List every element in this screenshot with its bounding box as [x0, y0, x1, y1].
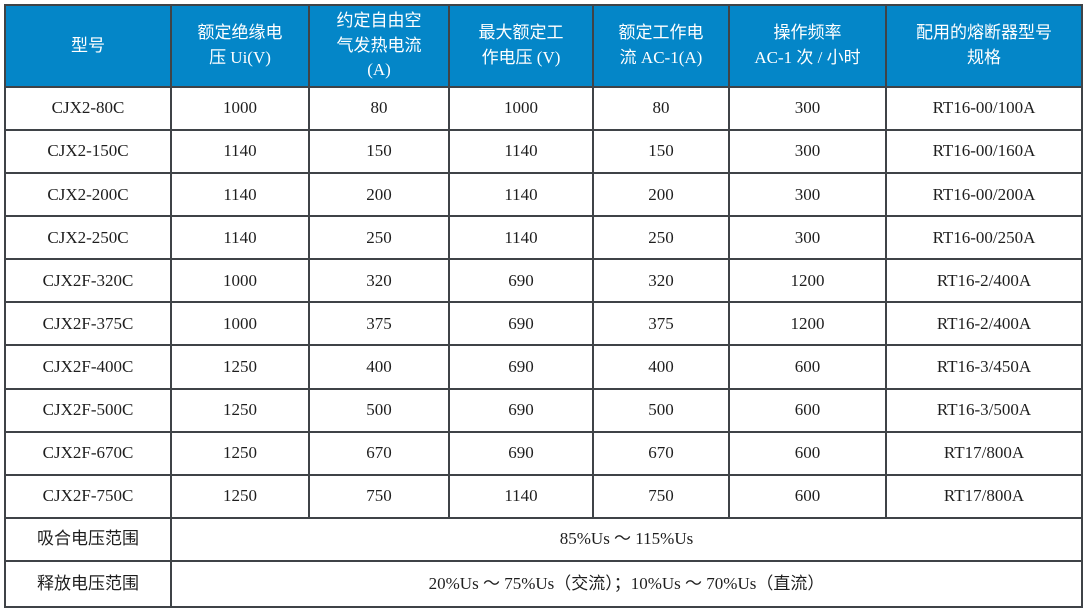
- table-row: CJX2F-400C 1250 400 690 400 600 RT16-3/4…: [4, 344, 1083, 390]
- cell-fuse-spec: RT16-00/250A: [885, 215, 1083, 261]
- cell-max-working-voltage: 1140: [448, 215, 594, 261]
- cell-model: CJX2F-670C: [4, 430, 172, 476]
- table-row: CJX2F-750C 1250 750 1140 750 600 RT17/80…: [4, 473, 1083, 519]
- table-row: CJX2-250C 1140 250 1140 250 300 RT16-00/…: [4, 215, 1083, 261]
- cell-rated-current: 750: [592, 473, 730, 519]
- cell-model: CJX2-200C: [4, 172, 172, 218]
- cell-fuse-spec: RT16-00/200A: [885, 172, 1083, 218]
- cell-operating-frequency: 600: [728, 430, 887, 476]
- cell-insulation-voltage: 1000: [170, 85, 310, 132]
- cell-insulation-voltage: 1000: [170, 301, 310, 347]
- cell-fuse-spec: RT16-2/400A: [885, 301, 1083, 347]
- cell-thermal-current: 400: [308, 344, 450, 390]
- cell-insulation-voltage: 1140: [170, 129, 310, 175]
- cell-operating-frequency: 300: [728, 129, 887, 175]
- cell-max-working-voltage: 690: [448, 258, 594, 304]
- pickup-voltage-label: 吸合电压范围: [4, 516, 172, 562]
- cell-max-working-voltage: 690: [448, 301, 594, 347]
- cell-rated-current: 500: [592, 387, 730, 433]
- cell-rated-current: 320: [592, 258, 730, 304]
- cell-thermal-current: 375: [308, 301, 450, 347]
- cell-operating-frequency: 1200: [728, 301, 887, 347]
- cell-model: CJX2F-400C: [4, 344, 172, 390]
- cell-operating-frequency: 600: [728, 344, 887, 390]
- cell-max-working-voltage: 1140: [448, 172, 594, 218]
- cell-rated-current: 400: [592, 344, 730, 390]
- cell-insulation-voltage: 1250: [170, 387, 310, 433]
- cell-operating-frequency: 300: [728, 215, 887, 261]
- pickup-voltage-row: 吸合电压范围 85%Us ～ 115%Us: [4, 516, 1083, 562]
- col-header-operating-frequency: 操作频率 AC-1 次 / 小时: [728, 4, 887, 88]
- cell-model: CJX2F-375C: [4, 301, 172, 347]
- table-row: CJX2F-320C 1000 320 690 320 1200 RT16-2/…: [4, 258, 1083, 304]
- cell-insulation-voltage: 1250: [170, 430, 310, 476]
- cell-operating-frequency: 1200: [728, 258, 887, 304]
- cell-operating-frequency: 600: [728, 473, 887, 519]
- cell-model: CJX2-80C: [4, 85, 172, 132]
- cell-fuse-spec: RT16-3/450A: [885, 344, 1083, 390]
- col-header-max-working-voltage: 最大额定工 作电压 (V): [448, 4, 594, 88]
- header-row: 型号 额定绝缘电 压 Ui(V) 约定自由空 气发热电流 (A) 最大额定工 作…: [4, 4, 1083, 88]
- cell-max-working-voltage: 1000: [448, 85, 594, 132]
- col-header-model: 型号: [4, 4, 172, 88]
- cell-rated-current: 670: [592, 430, 730, 476]
- contactor-spec-table: 型号 额定绝缘电 压 Ui(V) 约定自由空 气发热电流 (A) 最大额定工 作…: [4, 4, 1083, 609]
- col-header-thermal-current: 约定自由空 气发热电流 (A): [308, 4, 450, 88]
- table-row: CJX2F-500C 1250 500 690 500 600 RT16-3/5…: [4, 387, 1083, 433]
- cell-rated-current: 200: [592, 172, 730, 218]
- release-voltage-value: 20%Us ～ 75%Us（交流）；10%Us ～ 70%Us（直流）: [170, 559, 1083, 609]
- cell-rated-current: 80: [592, 85, 730, 132]
- cell-max-working-voltage: 690: [448, 344, 594, 390]
- cell-insulation-voltage: 1140: [170, 215, 310, 261]
- cell-insulation-voltage: 1250: [170, 473, 310, 519]
- cell-model: CJX2F-320C: [4, 258, 172, 304]
- table-row: CJX2-200C 1140 200 1140 200 300 RT16-00/…: [4, 172, 1083, 218]
- table-row: CJX2F-375C 1000 375 690 375 1200 RT16-2/…: [4, 301, 1083, 347]
- cell-model: CJX2F-750C: [4, 473, 172, 519]
- cell-operating-frequency: 300: [728, 85, 887, 132]
- table-row: CJX2-150C 1140 150 1140 150 300 RT16-00/…: [4, 129, 1083, 175]
- cell-max-working-voltage: 690: [448, 430, 594, 476]
- cell-insulation-voltage: 1140: [170, 172, 310, 218]
- cell-thermal-current: 750: [308, 473, 450, 519]
- cell-insulation-voltage: 1250: [170, 344, 310, 390]
- cell-thermal-current: 500: [308, 387, 450, 433]
- table-row: CJX2-80C 1000 80 1000 80 300 RT16-00/100…: [4, 85, 1083, 132]
- cell-thermal-current: 670: [308, 430, 450, 476]
- cell-model: CJX2-150C: [4, 129, 172, 175]
- cell-max-working-voltage: 1140: [448, 129, 594, 175]
- pickup-voltage-value: 85%Us ～ 115%Us: [170, 516, 1083, 562]
- cell-model: CJX2F-500C: [4, 387, 172, 433]
- col-header-fuse-spec: 配用的熔断器型号 规格: [885, 4, 1083, 88]
- cell-fuse-spec: RT17/800A: [885, 430, 1083, 476]
- cell-fuse-spec: RT17/800A: [885, 473, 1083, 519]
- cell-max-working-voltage: 690: [448, 387, 594, 433]
- cell-rated-current: 150: [592, 129, 730, 175]
- cell-insulation-voltage: 1000: [170, 258, 310, 304]
- cell-thermal-current: 150: [308, 129, 450, 175]
- cell-fuse-spec: RT16-2/400A: [885, 258, 1083, 304]
- col-header-rated-current-ac1: 额定工作电 流 AC-1(A): [592, 4, 730, 88]
- cell-fuse-spec: RT16-00/160A: [885, 129, 1083, 175]
- cell-thermal-current: 250: [308, 215, 450, 261]
- cell-rated-current: 375: [592, 301, 730, 347]
- release-voltage-row: 释放电压范围 20%Us ～ 75%Us（交流）；10%Us ～ 70%Us（直…: [4, 559, 1083, 609]
- release-voltage-label: 释放电压范围: [4, 559, 172, 609]
- cell-thermal-current: 80: [308, 85, 450, 132]
- cell-thermal-current: 320: [308, 258, 450, 304]
- cell-fuse-spec: RT16-3/500A: [885, 387, 1083, 433]
- cell-rated-current: 250: [592, 215, 730, 261]
- cell-max-working-voltage: 1140: [448, 473, 594, 519]
- cell-model: CJX2-250C: [4, 215, 172, 261]
- col-header-insulation-voltage: 额定绝缘电 压 Ui(V): [170, 4, 310, 88]
- cell-fuse-spec: RT16-00/100A: [885, 85, 1083, 132]
- cell-thermal-current: 200: [308, 172, 450, 218]
- cell-operating-frequency: 300: [728, 172, 887, 218]
- table-row: CJX2F-670C 1250 670 690 670 600 RT17/800…: [4, 430, 1083, 476]
- cell-operating-frequency: 600: [728, 387, 887, 433]
